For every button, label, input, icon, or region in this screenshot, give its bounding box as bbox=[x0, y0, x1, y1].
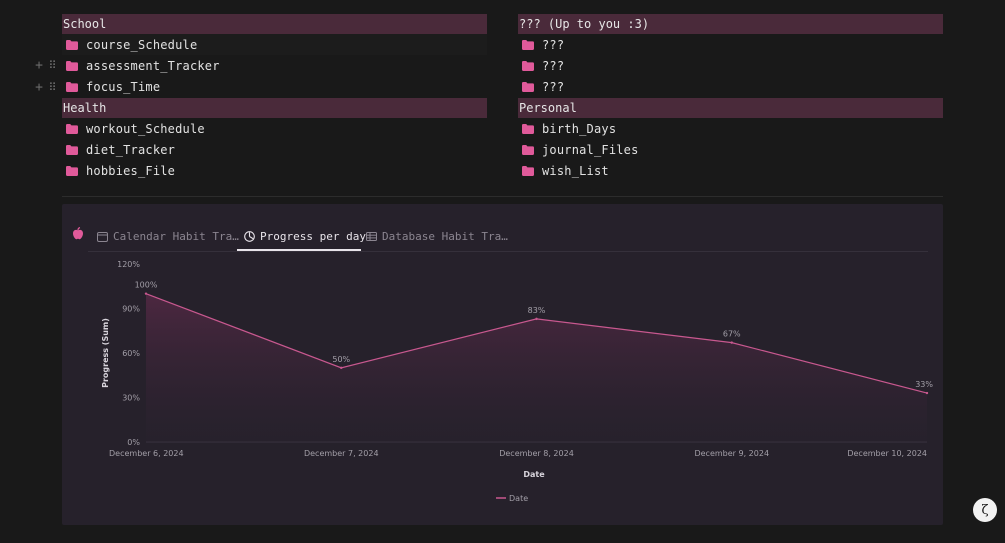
tab-calendar-habit-tracker[interactable]: Calendar Habit Tra… bbox=[97, 226, 239, 246]
y-tick-label: 0% bbox=[127, 438, 140, 447]
data-point bbox=[340, 366, 343, 370]
section-divider bbox=[62, 196, 943, 197]
folder-icon bbox=[522, 82, 534, 93]
right-column: ??? (Up to you :3) ??? ??? ??? Personal … bbox=[518, 14, 943, 182]
folder-icon bbox=[522, 144, 534, 155]
list-item-label: hobbies_File bbox=[86, 164, 176, 179]
list-item[interactable]: ??? bbox=[518, 34, 943, 55]
list-item[interactable]: + ⠿ assessment_Tracker bbox=[35, 55, 487, 76]
folder-icon bbox=[522, 39, 534, 50]
list-item-label: diet_Tracker bbox=[86, 142, 176, 157]
clock-chart-icon bbox=[244, 230, 255, 242]
block-handles: + ⠿ bbox=[34, 77, 56, 98]
list-item-label: focus_Time bbox=[86, 80, 161, 95]
list-item-label: ??? bbox=[542, 58, 565, 73]
y-tick-label: 60% bbox=[122, 349, 140, 358]
drag-handle-icon[interactable]: ⠿ bbox=[48, 59, 56, 73]
list-item[interactable]: + ⠿ focus_Time bbox=[35, 77, 487, 98]
data-point bbox=[730, 341, 733, 344]
list-item[interactable]: course_Schedule bbox=[62, 34, 487, 56]
section-header-health: Health bbox=[62, 97, 487, 118]
left-column: School course_Schedule + ⠿ assessment_Tr… bbox=[35, 14, 487, 182]
view-tabs: Calendar Habit Tra… Progress per day Dat… bbox=[62, 214, 943, 252]
folder-icon bbox=[66, 82, 78, 93]
series-area bbox=[146, 293, 927, 442]
add-block-icon[interactable]: + bbox=[35, 58, 43, 74]
list-item[interactable]: hobbies_File bbox=[62, 160, 487, 181]
folder-icon bbox=[66, 166, 78, 177]
data-label: 67% bbox=[723, 330, 741, 339]
x-axis-label: Date bbox=[523, 470, 545, 479]
list-item[interactable]: ??? bbox=[518, 55, 943, 76]
active-tab-indicator bbox=[237, 249, 361, 251]
list-item-label: birth_Days bbox=[542, 121, 617, 136]
data-point bbox=[925, 391, 929, 395]
x-tick-label: December 10, 2024 bbox=[847, 449, 927, 458]
tab-database-habit-tracker[interactable]: Database Habit Tra… bbox=[366, 226, 508, 246]
y-tick-label: 90% bbox=[122, 305, 140, 314]
list-item[interactable]: workout_Schedule bbox=[62, 118, 487, 139]
folder-icon bbox=[66, 144, 78, 155]
legend: Date bbox=[496, 494, 528, 503]
list-item[interactable]: wish_List bbox=[518, 160, 943, 181]
tabs-divider bbox=[88, 251, 928, 252]
y-tick-label: 120% bbox=[117, 260, 140, 269]
section-header-school: School bbox=[62, 14, 487, 34]
data-label: 50% bbox=[332, 355, 350, 364]
calendar-icon bbox=[97, 231, 108, 242]
x-tick-label: December 9, 2024 bbox=[694, 449, 769, 458]
tab-progress-per-day[interactable]: Progress per day bbox=[244, 226, 366, 246]
list-item-label: ??? bbox=[542, 80, 565, 95]
drag-handle-icon[interactable]: ⠿ bbox=[48, 80, 56, 94]
x-tick-label: December 7, 2024 bbox=[304, 449, 379, 458]
list-item[interactable]: journal_Files bbox=[518, 139, 943, 160]
linked-view-panel: Calendar Habit Tra… Progress per day Dat… bbox=[62, 204, 943, 525]
y-tick-label: 30% bbox=[122, 394, 140, 403]
notion-logo-badge[interactable]: ζ bbox=[973, 498, 997, 522]
list-item-label: course_Schedule bbox=[86, 37, 198, 52]
list-item-label: journal_Files bbox=[542, 142, 639, 157]
data-label: 100% bbox=[135, 281, 158, 290]
list-item-label: workout_Schedule bbox=[86, 121, 205, 136]
apple-icon bbox=[72, 225, 84, 244]
list-item-label: wish_List bbox=[542, 164, 609, 179]
section-header-up-to-you: ??? (Up to you :3) bbox=[518, 14, 943, 34]
data-point bbox=[144, 292, 148, 295]
tab-label: Database Habit Tra… bbox=[382, 229, 508, 243]
data-label: 33% bbox=[915, 380, 933, 389]
folder-icon bbox=[66, 123, 78, 134]
legend-label: Date bbox=[509, 494, 528, 503]
data-point bbox=[535, 317, 538, 321]
badge-label: ζ bbox=[981, 502, 989, 518]
folder-icon bbox=[522, 166, 534, 177]
data-label: 83% bbox=[528, 306, 546, 315]
folder-icon bbox=[66, 39, 78, 50]
folder-icon bbox=[522, 60, 534, 71]
list-item-label: assessment_Tracker bbox=[86, 58, 220, 73]
list-item[interactable]: ??? bbox=[518, 77, 943, 98]
list-item[interactable]: birth_Days bbox=[518, 118, 943, 139]
x-tick-label: December 6, 2024 bbox=[109, 449, 184, 458]
block-handles: + ⠿ bbox=[34, 55, 56, 76]
tab-label: Calendar Habit Tra… bbox=[113, 229, 239, 243]
table-icon bbox=[366, 231, 377, 241]
folder-icon bbox=[66, 60, 78, 71]
folder-icon bbox=[522, 123, 534, 134]
progress-chart: 0% 30% 60% 90% 120% December 6, 2024 December… bbox=[101, 260, 933, 503]
x-tick-label: December 8, 2024 bbox=[499, 449, 574, 458]
list-item-label: ??? bbox=[542, 37, 565, 52]
tab-label: Progress per day bbox=[260, 229, 366, 243]
y-axis-label: Progress (Sum) bbox=[101, 318, 110, 388]
add-block-icon[interactable]: + bbox=[35, 79, 43, 95]
section-header-personal: Personal bbox=[518, 97, 943, 118]
list-item[interactable]: diet_Tracker bbox=[62, 139, 487, 160]
